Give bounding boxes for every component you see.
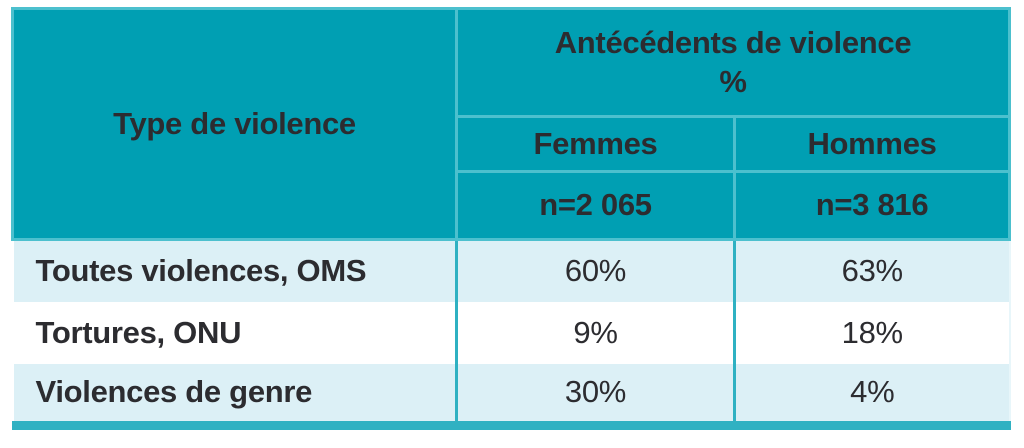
value-hommes: 63% — [732, 239, 1011, 302]
group-header-antecedents: Antécédents de violence % — [454, 7, 1012, 118]
row-label: Violences de genre — [11, 363, 457, 426]
sample-size-row: n=2 065 n=3 816 — [13, 170, 1012, 241]
column-header-femmes: Femmes — [455, 115, 736, 173]
value-hommes: 18% — [732, 301, 1011, 364]
sample-size-hommes: n=3 816 — [732, 170, 1012, 241]
sample-size-femmes: n=2 065 — [455, 170, 736, 241]
value-femmes: 60% — [455, 239, 735, 302]
value-hommes: 4% — [732, 363, 1011, 426]
group-header-line1: Antécédents de violence — [554, 24, 912, 60]
table-body: Toutes violences, OMS 60% 63% Tortures, … — [11, 239, 1011, 426]
table-row-violences-de-genre: Violences de genre 30% 4% — [11, 363, 1011, 426]
column-header-type-de-violence: Type de violence — [11, 7, 458, 241]
group-header-row: Type de violence Antécédents de violence… — [11, 7, 1012, 241]
column-header-hommes: Hommes — [732, 115, 1012, 173]
violence-antecedents-table: Type de violence Antécédents de violence… — [11, 7, 1012, 430]
gender-header-row: Femmes Hommes — [13, 115, 1012, 173]
group-header-percent-sign: % — [719, 63, 747, 99]
row-label: Tortures, ONU — [11, 301, 457, 364]
value-femmes: 9% — [455, 301, 735, 364]
table-row-tortures: Tortures, ONU 9% 18% — [11, 301, 1011, 364]
value-femmes: 30% — [455, 363, 735, 426]
table-header: Type de violence Antécédents de violence… — [11, 7, 1012, 241]
table-row-toutes-violences: Toutes violences, OMS 60% 63% — [11, 239, 1011, 302]
row-label: Toutes violences, OMS — [11, 239, 457, 302]
